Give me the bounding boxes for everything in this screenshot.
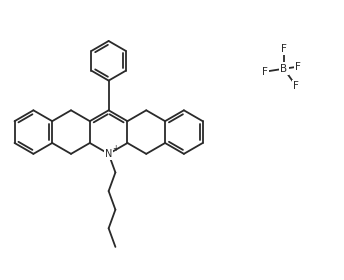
Text: +: + xyxy=(112,144,119,153)
Text: F: F xyxy=(295,62,301,72)
Text: B: B xyxy=(280,64,288,74)
Text: N: N xyxy=(105,149,112,159)
Text: F: F xyxy=(281,44,287,54)
Text: F: F xyxy=(262,67,268,77)
Text: F: F xyxy=(293,81,299,90)
